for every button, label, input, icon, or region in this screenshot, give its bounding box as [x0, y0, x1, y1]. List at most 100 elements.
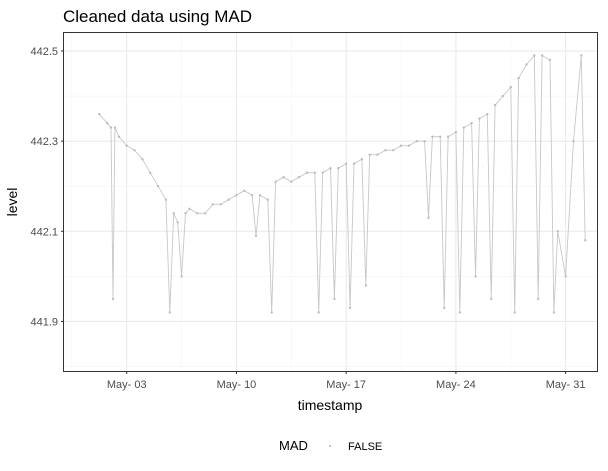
data-point: [266, 198, 269, 201]
y-axis-ticks: 441.9 442.1 442.3 442.5: [30, 46, 64, 328]
data-point: [572, 140, 575, 143]
data-point: [423, 140, 426, 143]
y-tick-label: 442.1: [30, 226, 58, 238]
data-point: [184, 212, 187, 215]
x-tick-label: May- 31: [546, 379, 586, 391]
y-tick-label: 441.9: [30, 316, 58, 328]
data-point: [172, 212, 175, 215]
major-gridlines: [64, 33, 597, 371]
data-point: [509, 85, 512, 89]
data-point: [141, 158, 144, 161]
minor-gridlines: [64, 33, 597, 371]
data-point: [109, 126, 113, 129]
data-point: [486, 112, 489, 116]
data-point: [196, 212, 199, 215]
data-point: [305, 171, 309, 174]
data-point: [446, 135, 450, 138]
legend: MAD FALSE: [279, 438, 382, 453]
data-point: [584, 239, 587, 242]
data-point: [282, 176, 285, 179]
data-point: [376, 153, 379, 156]
data-point: [345, 162, 348, 165]
data-point: [513, 311, 516, 314]
data-point: [176, 221, 179, 224]
y-tick-label: 442.5: [30, 46, 58, 58]
data-point: [133, 149, 136, 152]
data-point: [533, 54, 536, 57]
data-point: [368, 153, 371, 156]
data-point: [540, 54, 544, 57]
data-point: [117, 135, 121, 138]
data-point: [98, 112, 101, 116]
data-point: [537, 297, 540, 301]
data-point: [250, 194, 254, 197]
data-point: [105, 121, 109, 125]
data-point: [462, 126, 465, 129]
data-point: [227, 198, 230, 201]
data-point: [431, 135, 434, 138]
data-point: [219, 203, 222, 206]
data-point: [164, 198, 168, 201]
data-point: [384, 149, 387, 152]
data-point: [364, 284, 367, 287]
x-axis-ticks: May- 03 May- 10 May- 17 May- 24 May- 31: [107, 371, 586, 391]
series-line-0: [98, 54, 586, 313]
data-point: [407, 144, 411, 147]
x-tick-label: May- 10: [217, 379, 257, 391]
data-point: [470, 121, 473, 125]
data-point: [274, 180, 277, 183]
legend-label-false: FALSE: [348, 441, 382, 453]
data-point: [348, 306, 352, 310]
x-tick-label: May- 24: [436, 379, 476, 391]
data-point: [203, 212, 207, 215]
data-point: [474, 275, 477, 278]
data-point: [235, 194, 238, 197]
x-axis-title: timestamp: [298, 397, 363, 413]
data-point: [392, 149, 395, 152]
data-point: [243, 189, 246, 192]
data-point: [317, 311, 320, 314]
data-point: [297, 176, 301, 179]
data-point: [454, 130, 458, 134]
x-tick-label: May- 17: [326, 379, 366, 391]
data-point: [525, 63, 528, 66]
data-point: [337, 167, 340, 170]
data-point: [478, 117, 481, 120]
data-point: [321, 171, 324, 174]
data-point: [552, 311, 556, 314]
data-point: [149, 171, 152, 174]
data-point: [254, 234, 258, 237]
data-point: [168, 311, 171, 314]
data-point: [548, 58, 552, 62]
data-point: [427, 216, 430, 219]
data-point: [458, 311, 461, 314]
data-point: [125, 144, 128, 147]
data-point: [290, 180, 293, 183]
data-point: [493, 103, 497, 107]
data-point: [313, 171, 316, 174]
data-point: [517, 76, 520, 80]
data-point: [443, 306, 446, 310]
data-point: [490, 297, 493, 301]
y-tick-label: 442.3: [30, 136, 58, 148]
data-point: [415, 140, 418, 143]
data-point: [111, 297, 115, 301]
y-axis-title: level: [4, 188, 20, 217]
data-point: [333, 297, 336, 301]
data-point: [439, 135, 442, 138]
data-point: [329, 167, 332, 170]
legend-title: MAD: [279, 438, 308, 453]
data-point: [399, 144, 403, 147]
data-point: [580, 54, 583, 57]
data-point: [360, 158, 364, 161]
data-point: [211, 203, 215, 206]
legend-key-false: [328, 444, 332, 448]
data-point: [258, 194, 262, 197]
series-layer: [98, 54, 587, 314]
data-point: [180, 275, 183, 278]
chart-title: Cleaned data using MAD: [63, 7, 252, 26]
x-tick-label: May- 03: [107, 379, 147, 391]
data-point: [564, 275, 567, 278]
data-point: [501, 94, 505, 98]
